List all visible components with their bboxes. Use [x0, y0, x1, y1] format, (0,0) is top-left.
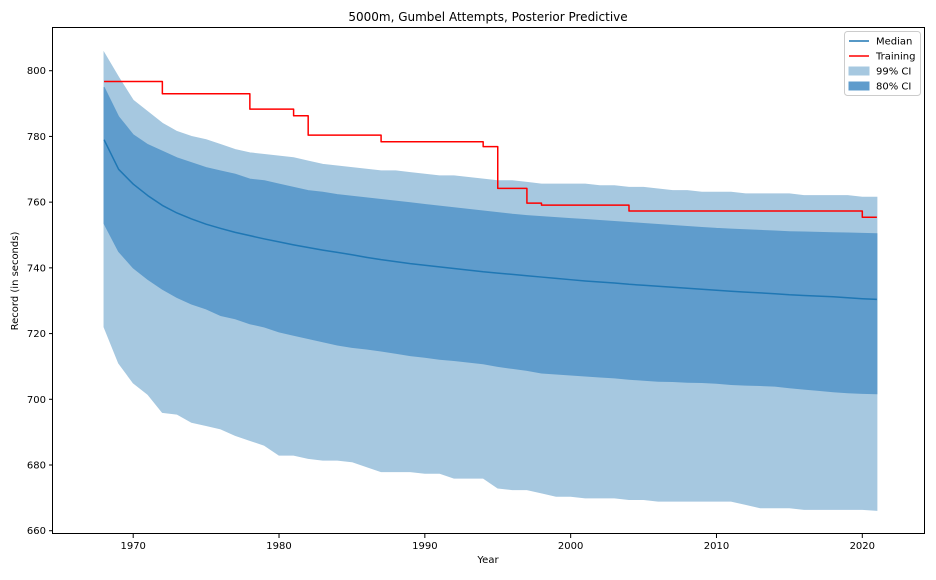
legend-label-median: Median	[876, 37, 912, 48]
x-tick-label: 2010	[704, 541, 729, 552]
y-axis-label: Record (in seconds)	[10, 232, 21, 331]
x-tick-label: 1970	[120, 541, 145, 552]
y-tick-label: 740	[27, 263, 46, 274]
legend-swatch-99-ci	[848, 66, 870, 76]
plot-frame	[52, 27, 925, 534]
legend-label-80-ci: 80% CI	[876, 82, 911, 93]
x-tick-label: 1990	[412, 541, 437, 552]
legend: Median Training 99% CI 80% CI	[844, 31, 921, 96]
y-tick-label: 780	[27, 132, 46, 143]
y-tick-label: 800	[27, 66, 46, 77]
y-tick-label: 680	[27, 461, 46, 472]
x-tick-label: 2020	[850, 541, 875, 552]
series-line-training	[104, 80, 877, 219]
y-tick-label: 720	[27, 329, 46, 340]
x-tick-label: 2000	[558, 541, 583, 552]
chart-title: 5000m, Gumbel Attempts, Posterior Predic…	[348, 10, 627, 24]
y-tick-label: 700	[27, 395, 46, 406]
legend-swatch-80-ci	[848, 81, 870, 91]
y-tick-label: 660	[27, 526, 46, 537]
band-80-ci	[103, 86, 878, 395]
y-tick-label: 760	[27, 198, 46, 209]
legend-box	[844, 31, 921, 96]
x-tick-label: 1980	[266, 541, 291, 552]
series-line-median	[103, 139, 877, 301]
legend-label-99-ci: 99% CI	[876, 67, 911, 78]
x-axis-label: Year	[476, 555, 499, 566]
legend-label-training: Training	[875, 52, 915, 63]
